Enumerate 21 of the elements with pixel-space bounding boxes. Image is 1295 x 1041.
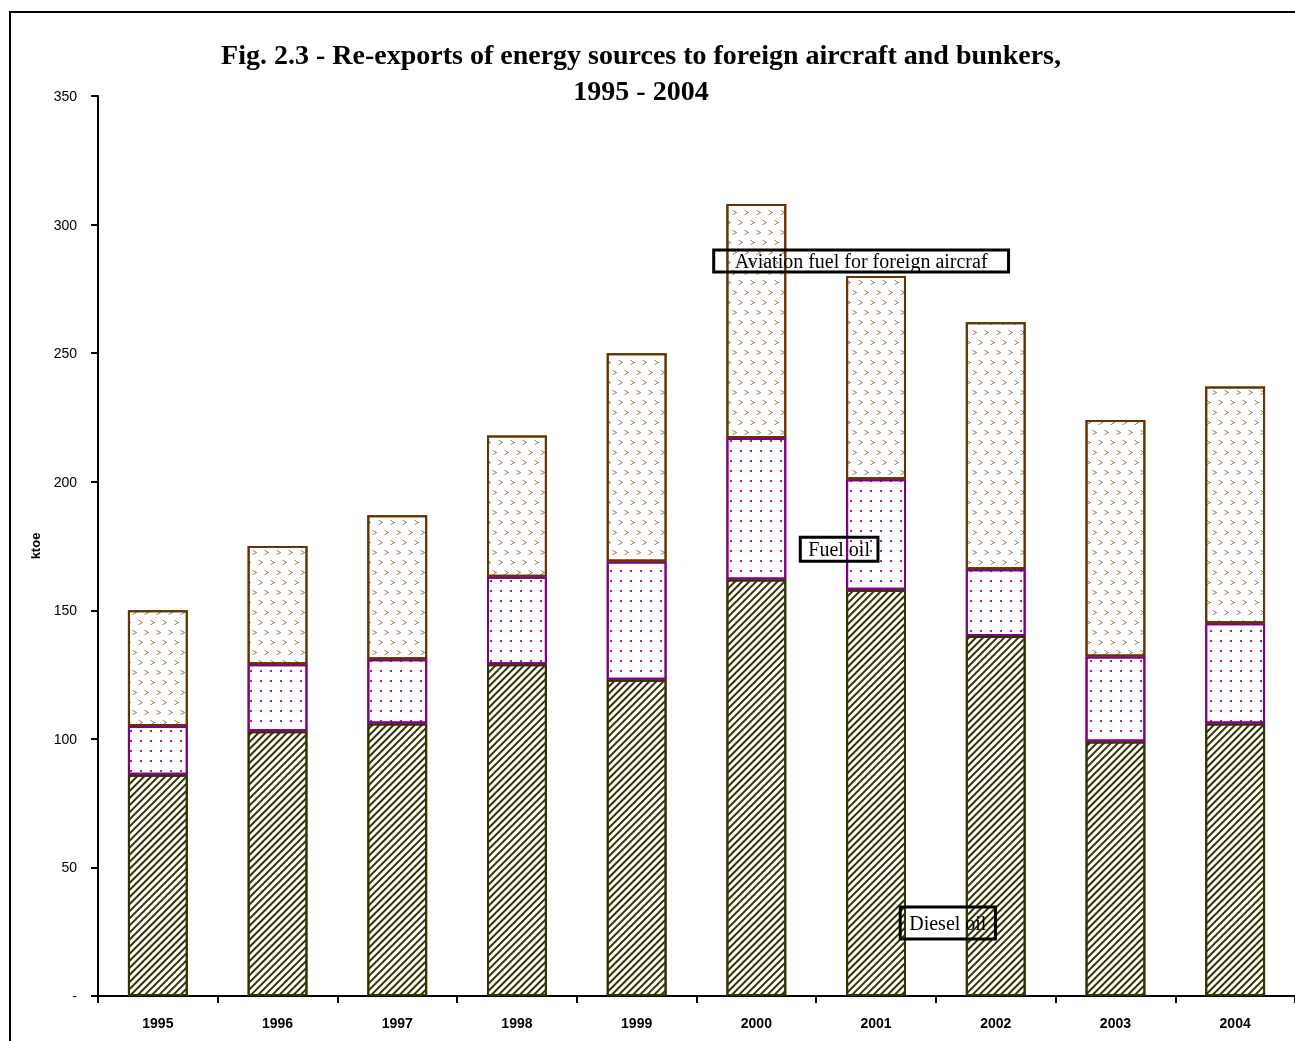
y-tick-label: 200: [53, 473, 78, 490]
x-tick-label: 1996: [261, 1015, 294, 1031]
y-axis-title: ktoe: [28, 532, 43, 560]
y-tick-label: 50: [61, 859, 78, 876]
x-tick-label: 2003: [1099, 1015, 1132, 1031]
x-tick-label: 1998: [501, 1015, 533, 1031]
series-label: Fuel oil: [808, 538, 871, 561]
y-tick-label: 150: [53, 602, 78, 619]
y-tick-label: 350: [53, 88, 78, 104]
chart-title: Fig. 2.3 - Re-exports of energy sources to foreign aircraft and bunkers, 1995 - 2004: [221, 38, 1061, 106]
y-tick-label: 250: [53, 345, 78, 362]
x-tick-label: 2000: [740, 1015, 773, 1031]
x-tick-label: 2002: [980, 1015, 1012, 1031]
x-tick-label: 2001: [860, 1015, 892, 1031]
y-tick-label: 100: [53, 730, 78, 747]
x-tick-label: 1999: [621, 1015, 653, 1031]
x-tick-label: 1997: [381, 1015, 414, 1031]
y-tick-label: 300: [53, 216, 78, 233]
x-tick-label: 1995: [142, 1015, 174, 1031]
x-tick-label: 2004: [1219, 1015, 1251, 1031]
y-tick-label: -: [72, 988, 78, 1004]
